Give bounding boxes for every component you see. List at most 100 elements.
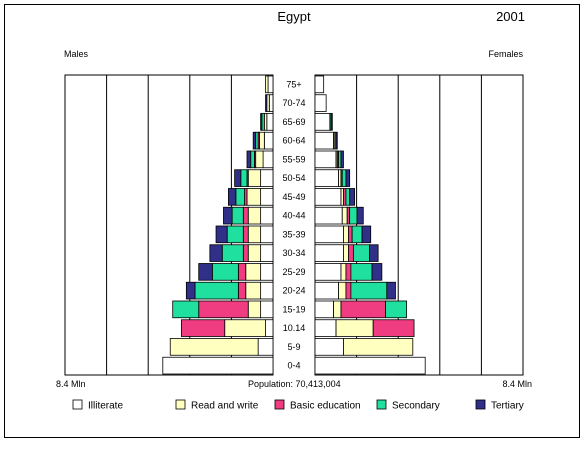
male-bar	[258, 131, 265, 150]
female-bar	[341, 206, 348, 225]
male-bar	[260, 206, 274, 225]
male-bar	[266, 113, 274, 131]
age-label: 10.14	[283, 323, 306, 333]
age-label: 15-19	[282, 304, 305, 314]
female-bar	[343, 225, 349, 244]
legend-label: Illiterate	[88, 401, 123, 412]
male-bar	[247, 300, 262, 319]
female-bar	[314, 319, 337, 337]
male-bar	[223, 206, 233, 225]
population-label: Population: 70,413,004	[248, 379, 341, 389]
male-bar	[267, 75, 274, 94]
male-bar	[228, 188, 237, 206]
female-bar	[314, 263, 342, 281]
male-bar	[260, 188, 274, 206]
male-bar	[172, 300, 200, 319]
female-bar	[341, 169, 347, 187]
male-bar	[252, 131, 257, 150]
age-label: 0-4	[287, 361, 300, 371]
legend-swatch	[72, 399, 83, 410]
female-bar	[335, 131, 338, 150]
males-label: Males	[64, 49, 89, 59]
female-bar	[372, 319, 415, 337]
chart-year: 2001	[496, 9, 525, 24]
male-bar	[250, 150, 255, 169]
legend-label: Tertiary	[491, 401, 524, 412]
female-bar	[314, 225, 344, 244]
female-bar	[333, 300, 342, 319]
male-bar	[231, 206, 244, 225]
male-bar	[169, 338, 259, 356]
age-label: 70-74	[282, 98, 305, 108]
age-label: 35-39	[282, 229, 305, 239]
female-bar	[348, 244, 354, 262]
age-labels: 0-4 5-9 10.14 15-19 20-24 25-29 30-34 35-39 40-4…	[282, 79, 305, 370]
female-bar	[356, 206, 364, 225]
female-bar	[386, 281, 396, 300]
female-bar	[314, 338, 344, 356]
legend-swatch	[376, 399, 387, 410]
male-bar	[198, 300, 249, 319]
age-label: 5-9	[287, 342, 300, 352]
female-bar	[349, 206, 358, 225]
female-bar	[351, 225, 363, 244]
legend-label: Basic education	[290, 401, 361, 412]
female-bar	[314, 169, 339, 187]
age-label: 75+	[286, 79, 301, 89]
legend-label: Secondary	[392, 401, 440, 412]
male-bar	[247, 225, 262, 244]
age-label: 65-69	[282, 117, 305, 127]
female-bar	[335, 319, 374, 337]
female-bar	[314, 113, 331, 131]
female-bar	[314, 206, 343, 225]
female-bar	[345, 281, 352, 300]
male-bar	[209, 244, 223, 262]
female-bar	[314, 300, 334, 319]
female-bar	[314, 244, 344, 262]
age-label: 45-49	[282, 192, 305, 202]
age-label: 30-34	[282, 248, 305, 258]
chart-frame	[4, 4, 580, 438]
age-label: 20-24	[282, 286, 305, 296]
male-bar	[247, 169, 262, 187]
male-bar	[234, 169, 242, 187]
females-label: Females	[488, 49, 523, 59]
male-bar	[194, 281, 239, 300]
male-bar	[246, 150, 252, 169]
male-bar	[235, 188, 245, 206]
female-bar	[348, 225, 353, 244]
female-bar	[369, 244, 379, 262]
male-bar	[221, 244, 244, 262]
male-bar	[265, 94, 268, 112]
male-bar	[260, 281, 274, 300]
female-bar	[314, 356, 426, 375]
age-label: 50-54	[282, 173, 305, 183]
male-bar	[260, 169, 274, 187]
male-bar	[224, 319, 266, 337]
females-panel	[314, 74, 524, 376]
male-bar	[262, 150, 274, 169]
male-bar	[268, 94, 274, 112]
female-bar	[350, 263, 373, 281]
male-bar	[260, 225, 274, 244]
male-bar	[265, 75, 269, 94]
male-bar	[245, 281, 262, 300]
female-bar	[352, 244, 370, 262]
female-bar	[314, 94, 327, 112]
male-bar	[260, 244, 274, 262]
female-bar	[314, 75, 325, 94]
male-bar	[265, 319, 274, 337]
female-bar	[314, 150, 337, 169]
male-bar	[263, 131, 274, 150]
age-label: 60-64	[282, 136, 305, 146]
female-bar	[314, 131, 334, 150]
male-bar	[246, 188, 262, 206]
right-axis-max-label: 8.4 Mln	[502, 379, 532, 389]
left-axis-max-label: 8.4 Mln	[56, 379, 86, 389]
male-bar	[237, 263, 247, 281]
legend-swatch	[175, 399, 186, 410]
age-label: 40-44	[282, 211, 305, 221]
female-bar	[343, 244, 349, 262]
female-bar	[385, 300, 408, 319]
